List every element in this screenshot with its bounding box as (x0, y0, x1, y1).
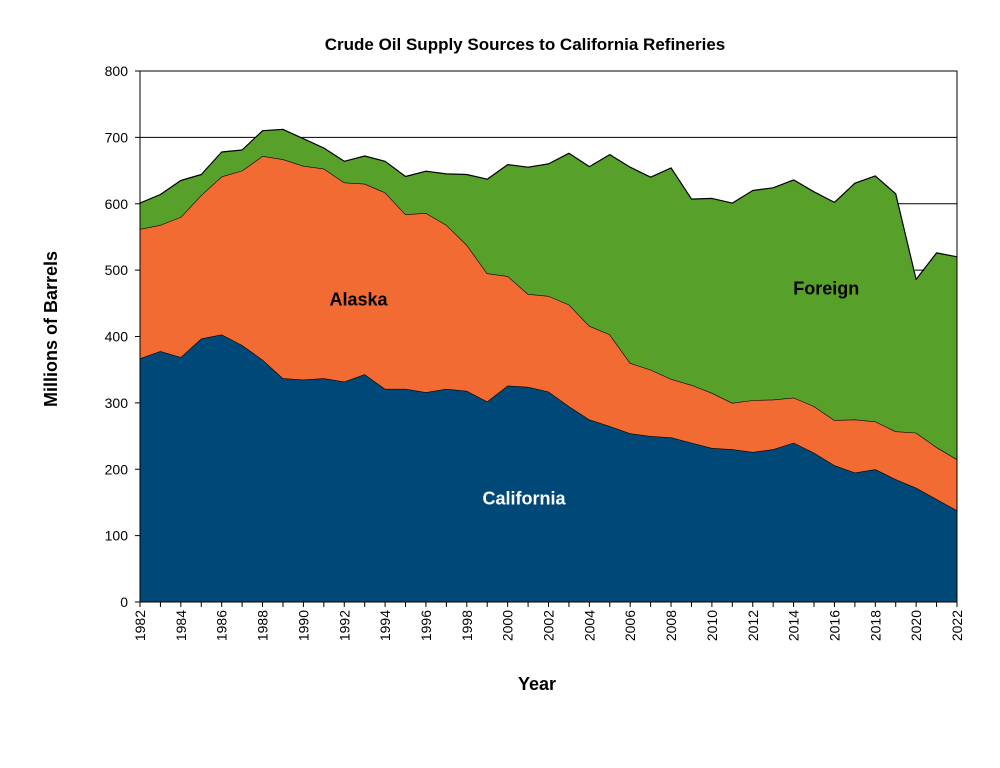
y-tick-label: 300 (105, 395, 129, 411)
area-boundary-foreign (139, 128, 958, 280)
x-axis-ticks: 1982 1984 1986 1988 1990 1992 1994 1996 1998 2000… (132, 602, 965, 641)
y-axis-ticks: 0 100 200 300 400 500 600 700 800 (105, 63, 140, 610)
y-tick-label: 500 (105, 262, 129, 278)
chart-title: Crude Oil Supply Sources to California R… (325, 35, 726, 54)
y-tick-label: 700 (105, 129, 129, 145)
x-tick-label: 1990 (295, 610, 311, 641)
area-california (140, 334, 957, 602)
x-tick-label: 2002 (541, 610, 557, 641)
x-tick-label: 2004 (581, 610, 597, 641)
y-tick-label: 600 (105, 196, 129, 212)
x-tick-label: 1984 (173, 610, 189, 641)
y-tick-label: 800 (105, 63, 129, 79)
x-axis-label: Year (518, 674, 556, 694)
x-tick-label: 2018 (867, 610, 883, 641)
y-tick-label: 200 (105, 461, 129, 477)
x-tick-label: 2008 (663, 610, 679, 641)
x-tick-label: 1988 (255, 610, 271, 641)
x-tick-label: 2016 (826, 610, 842, 641)
stacked-areas (139, 128, 958, 602)
gridlines (140, 136, 957, 271)
y-tick-label: 0 (120, 594, 128, 610)
x-tick-label: 1992 (336, 610, 352, 641)
area-foreign (140, 129, 957, 460)
area-alaska (140, 156, 957, 511)
y-axis-label: Millions of Barrels (41, 251, 61, 407)
x-tick-label: 2012 (745, 610, 761, 641)
x-tick-label: 2006 (622, 610, 638, 641)
x-tick-label: 2000 (500, 610, 516, 641)
area-labels: California Alaska Foreign (330, 279, 860, 509)
area-label-california: California (482, 488, 566, 508)
y-tick-label: 100 (105, 528, 129, 544)
x-tick-label: 2020 (908, 610, 924, 641)
x-tick-label: 1982 (132, 610, 148, 641)
x-tick-label: 1998 (459, 610, 475, 641)
y-tick-label: 400 (105, 329, 129, 345)
x-tick-label: 2014 (786, 610, 802, 641)
x-tick-label: 1994 (377, 610, 393, 641)
x-tick-label: 2010 (704, 610, 720, 641)
area-label-alaska: Alaska (330, 289, 389, 309)
area-label-foreign: Foreign (793, 279, 859, 299)
x-tick-label: 1996 (418, 610, 434, 641)
x-tick-label: 1986 (214, 610, 230, 641)
x-tick-label: 2022 (949, 610, 965, 641)
